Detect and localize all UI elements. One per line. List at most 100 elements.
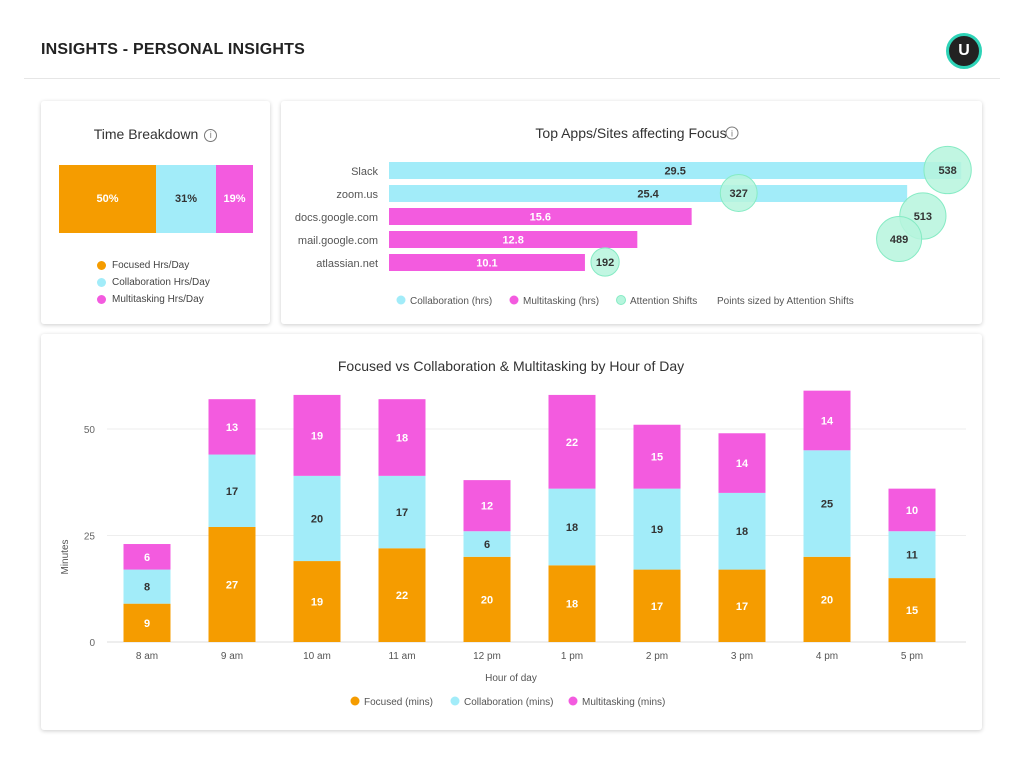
x-axis-label: Hour of day [485, 673, 537, 684]
legend-dot [568, 696, 578, 706]
bar-segment [208, 454, 256, 527]
x-tick-label: 11 am [388, 651, 415, 662]
legend-dot [396, 295, 406, 305]
bar-segment [378, 475, 426, 549]
bar-segment [888, 531, 936, 579]
legend-item: Collaboration Hrs/Day [97, 277, 210, 288]
segment-label: 17 [396, 507, 408, 519]
segment-multitasking[interactable]: 19% [216, 165, 253, 233]
bar-label: 25.4 [637, 189, 659, 201]
legend-label: Multitasking (mins) [582, 697, 665, 708]
segment-label: 17 [651, 601, 663, 613]
bubble-label: 489 [890, 234, 908, 246]
segment-label: 15 [906, 605, 918, 617]
segment-label: 20 [821, 594, 833, 606]
bar-segment [548, 565, 596, 642]
bar-atlassian.net [389, 254, 585, 271]
bar-label: 10.1 [476, 258, 497, 270]
segment-label: 22 [566, 437, 578, 449]
segment-label: 18 [566, 599, 578, 611]
bubble-label: 538 [938, 165, 956, 177]
bar-label: 29.5 [664, 166, 685, 178]
attention-bubble [590, 247, 620, 277]
legend-dot [97, 295, 106, 304]
category-label: atlassian.net [316, 258, 378, 270]
time-breakdown-card: Time Breakdown i 50% 31% 19% Focused Hrs/Da… [41, 101, 270, 324]
time-breakdown-title: Time Breakdown i [41, 126, 270, 142]
segment-label: 6 [484, 539, 490, 551]
legend-item: Focused Hrs/Day [97, 260, 189, 271]
legend-label: Attention Shifts [630, 296, 697, 307]
segment-label: 18 [566, 522, 578, 534]
hourly-stacked-chart: Focused vs Collaboration & Multitasking … [60, 358, 966, 708]
bar-segment [803, 450, 851, 557]
legend-label: Focused Hrs/Day [112, 260, 190, 271]
header-divider [24, 78, 1000, 79]
x-tick-label: 8 am [136, 651, 158, 662]
bar-segment [718, 569, 766, 642]
segment-focused[interactable]: 50% [59, 165, 156, 233]
segment-label: 19 [311, 597, 323, 609]
bar-segment [378, 399, 426, 476]
info-icon[interactable]: i [204, 129, 218, 142]
y-tick-label: 50 [84, 425, 96, 436]
bar-segment [463, 480, 511, 532]
user-avatar[interactable]: U [946, 33, 982, 69]
category-label: zoom.us [336, 189, 378, 201]
legend-item: Multitasking Hrs/Day [97, 294, 204, 305]
legend-dot [97, 261, 106, 270]
legend-label: Multitasking Hrs/Day [112, 294, 204, 305]
segment-label: 10 [906, 505, 918, 517]
info-icon [725, 126, 739, 140]
legend-label: Multitasking (hrs) [523, 296, 599, 307]
bar-segment [123, 569, 171, 604]
segment-label: 12 [481, 501, 493, 513]
legend-note: Points sized by Attention Shifts [717, 296, 854, 307]
y-axis-label: Minutes [60, 539, 71, 574]
bar-segment [463, 531, 511, 557]
legend-label: Collaboration (mins) [464, 697, 553, 708]
x-tick-label: 4 pm [816, 651, 838, 662]
x-tick-label: 10 am [303, 651, 331, 662]
top-apps-card: Top Apps/Sites affecting Focus i Slack 29.5… [281, 101, 982, 324]
segment-label: 17 [226, 486, 238, 498]
y-tick-label: 0 [89, 638, 95, 649]
segment-label: 17 [736, 601, 748, 613]
bar-segment [548, 488, 596, 566]
bar-docs.google.com [389, 208, 692, 225]
segment-collaboration[interactable]: 31% [156, 165, 217, 233]
segment-label: 25 [821, 499, 833, 511]
segment-label: 6 [144, 552, 150, 564]
bar-segment [888, 488, 936, 532]
category-label: docs.google.com [295, 212, 378, 224]
bar-segment [633, 424, 681, 489]
category-label: mail.google.com [298, 235, 378, 247]
segment-label: 27 [226, 579, 238, 591]
legend-label: Focused (mins) [364, 697, 433, 708]
segment-label: 20 [481, 594, 493, 606]
x-tick-label: 9 am [221, 651, 243, 662]
segment-label: 22 [396, 590, 408, 602]
x-tick-label: 3 pm [731, 651, 753, 662]
segment-label: 14 [736, 458, 749, 470]
bar-segment [718, 492, 766, 570]
bar-segment [803, 390, 851, 451]
legend-label: Collaboration (hrs) [410, 296, 492, 307]
bar-segment [293, 475, 341, 562]
chart-title: Focused vs Collaboration & Multitasking … [338, 358, 684, 374]
segment-label: 18 [396, 433, 408, 445]
segment-label: 11 [906, 550, 918, 562]
bar-segment [888, 578, 936, 642]
legend-dot [450, 696, 460, 706]
bar-segment [633, 488, 681, 570]
attention-bubble [876, 215, 923, 263]
bar-segment [548, 394, 596, 489]
bar-segment [633, 569, 681, 642]
segment-label: 15 [651, 452, 663, 464]
attention-bubble [719, 174, 758, 212]
bar-segment [208, 526, 256, 642]
legend-dot [509, 295, 519, 305]
segment-label: 13 [226, 422, 238, 434]
hourly-chart-card: Focused vs Collaboration & Multitasking … [41, 334, 982, 730]
bar-label: 15.6 [530, 212, 551, 224]
